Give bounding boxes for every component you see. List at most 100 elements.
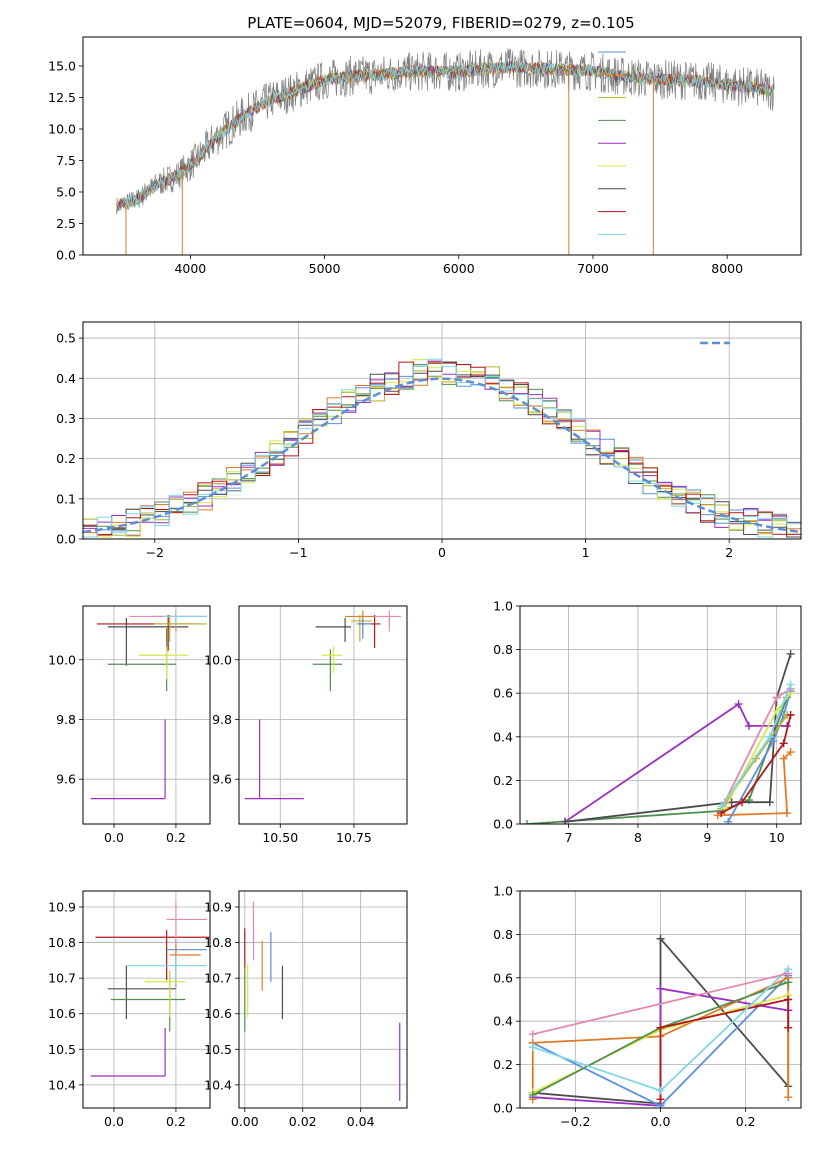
y-tick-label: 10.5: [48, 1042, 76, 1057]
x-tick-label: 1: [582, 545, 590, 560]
y-tick-label: 9.6: [56, 772, 76, 787]
x-tick-label: 6000: [443, 261, 475, 276]
age-vs-metallicity-panel: 0.0 0.2 9.6 9.8 10.0: [48, 605, 211, 845]
mass-weight-marker: [765, 798, 774, 807]
mass-weight-marker: [784, 1023, 793, 1032]
y-tick-label: 0.0: [493, 1101, 513, 1116]
y-tick-label: 0.2: [56, 451, 76, 466]
x-tick-label: 2: [725, 545, 733, 560]
mass-weight-marker: [779, 754, 788, 763]
x-tick-label: 0.0: [651, 1114, 671, 1129]
x-tick-label: 5000: [309, 261, 341, 276]
x-tick-label: 8: [634, 830, 642, 845]
plot-area: [90, 901, 210, 1077]
x-tick-label: 10.50: [262, 830, 298, 845]
mass-weight-line: [717, 751, 792, 817]
y-tick-label: 0.8: [493, 642, 513, 657]
weight-vs-age-panel: 7 8 9 10 0.0 0.2 0.4 0.6 0.8 1.0: [493, 599, 802, 845]
residuals-panel: −2 −1 0 1 2 0.0 0.1 0.2 0.3 0.4 0.5: [56, 321, 802, 560]
mass-weight-line: [720, 714, 792, 814]
mass-weight-line: [720, 714, 788, 810]
mass-weight-marker: [783, 809, 792, 818]
y-tick-label: 10.0: [48, 121, 76, 136]
axes-frame: [519, 890, 802, 1109]
y-tick-label: 0.8: [493, 927, 513, 942]
y-tick-label: 0.4: [493, 729, 513, 744]
x-tick-label: 0.2: [736, 1114, 756, 1129]
spectrum-panel: 4000 5000 6000 7000 8000 0.0 2.5 5.0 7.5 10.0 12.5…: [48, 36, 802, 276]
mass-weight-marker: [786, 649, 795, 658]
x-tick-label: 8000: [711, 261, 743, 276]
y-tick-label: 0.1: [56, 491, 76, 506]
x-tick-label: 4000: [174, 261, 206, 276]
observed-spectrum: [116, 48, 775, 215]
mass-vs-metallicity-panel: 0.0 0.2 10.4 10.5 10.6 10.7 10.8 10.9: [48, 890, 211, 1129]
x-tick-label: −1: [289, 545, 307, 560]
y-tick-label: 15.0: [48, 58, 76, 73]
y-tick-label: 0.4: [56, 371, 76, 386]
y-tick-label: 0.4: [493, 1014, 513, 1029]
plot-area: [116, 48, 775, 255]
mass-weight-marker: [528, 1030, 537, 1039]
y-tick-label: 10.9: [48, 900, 76, 915]
x-tick-label: 0: [438, 545, 446, 560]
y-tick-label: 10.8: [48, 935, 76, 950]
y-tick-label: 10.7: [48, 971, 76, 986]
y-tick-label: 1.0: [493, 884, 513, 899]
y-tick-label: 10.5: [204, 1042, 232, 1057]
x-tick-label: 0.04: [347, 1114, 375, 1129]
y-tick-label: 10.8: [204, 935, 232, 950]
x-tick-label: 10.75: [336, 830, 372, 845]
mass-weight-marker: [561, 817, 570, 824]
mass-weight-marker: [738, 798, 747, 807]
mass-weight-marker: [522, 820, 531, 824]
x-tick-label: −0.2: [560, 1114, 590, 1129]
y-tick-label: 9.6: [212, 772, 232, 787]
mass-weight-marker: [786, 711, 795, 719]
axes-frame: [82, 321, 802, 540]
y-tick-label: 0.0: [493, 817, 513, 832]
plot-area: [522, 649, 795, 824]
y-tick-label: 2.5: [56, 216, 76, 231]
mass-weight-marker: [786, 748, 795, 757]
mass-weight-marker: [734, 700, 743, 709]
mass-weight-marker: [784, 995, 793, 1004]
x-tick-label: 10: [769, 830, 785, 845]
x-tick-label: 0.00: [231, 1114, 259, 1129]
mass-weight-marker: [656, 1086, 665, 1095]
y-tick-label: 10.4: [48, 1077, 76, 1092]
x-tick-label: 9: [703, 830, 711, 845]
y-tick-label: 0.2: [493, 773, 513, 788]
axes-frame: [238, 605, 408, 825]
mass-weight-marker: [779, 739, 788, 748]
mass-weight-marker: [724, 817, 733, 824]
x-tick-label: 7: [565, 830, 573, 845]
axes-frame: [82, 605, 211, 825]
mass-weight-marker: [784, 1093, 793, 1102]
axes-frame: [82, 36, 802, 256]
y-tick-label: 12.5: [48, 90, 76, 105]
plot-area: [83, 358, 801, 538]
mass-weight-marker: [784, 978, 793, 987]
y-tick-label: 10.6: [204, 1006, 232, 1021]
plot-area: [244, 610, 402, 800]
y-tick-label: 0.6: [493, 686, 513, 701]
y-tick-label: 10.6: [48, 1006, 76, 1021]
mass-weight-line: [659, 998, 790, 1100]
mass-weight-marker: [786, 680, 795, 689]
mass-weight-marker: [656, 1095, 665, 1104]
x-tick-label: 0.02: [289, 1114, 317, 1129]
mass-weight-marker: [656, 1023, 665, 1032]
mass-weight-marker: [784, 969, 793, 978]
age-vs-mass-panel: 10.50 10.75 9.6 9.8 10.0: [204, 605, 408, 845]
y-tick-label: 0.5: [56, 331, 76, 346]
y-tick-label: 0.3: [56, 411, 76, 426]
x-tick-label: 0.0: [104, 830, 124, 845]
y-tick-label: 7.5: [56, 153, 76, 168]
plot-area: [244, 901, 401, 1101]
y-tick-label: 0.6: [493, 970, 513, 985]
y-tick-label: 0.0: [56, 532, 76, 547]
mass-weight-marker: [744, 721, 753, 730]
y-tick-label: 0.2: [493, 1057, 513, 1072]
